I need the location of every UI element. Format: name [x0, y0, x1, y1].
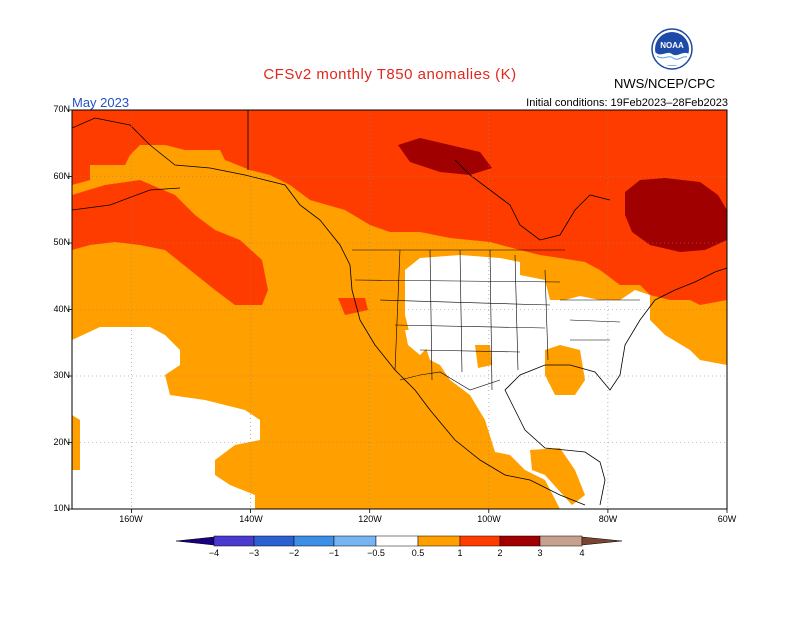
legend-tick: −4 [208, 548, 220, 558]
legend-arrow-left [175, 536, 215, 546]
legend-tick: 0.5 [411, 548, 425, 558]
legend-tick: 1 [457, 548, 463, 558]
legend-bin-n05-05 [375, 535, 419, 547]
anomaly-2-3-quebec [625, 178, 727, 252]
coastlines [72, 110, 727, 506]
lat-label: 20N [53, 437, 70, 447]
legend-arrow-right [581, 536, 623, 546]
forecast-month: May 2023 [72, 95, 130, 110]
legend-tick: −1 [328, 548, 340, 558]
lon-label: 100W [477, 514, 501, 524]
legend-tick: 4 [579, 548, 585, 558]
legend-bin-n2-n1 [293, 535, 335, 547]
orange-patch-gulf [545, 345, 585, 395]
legend-tick: −3 [248, 548, 260, 558]
lat-label: 40N [53, 304, 70, 314]
lat-label: 50N [53, 237, 70, 247]
agency-label: NWS/NCEP/CPC [614, 76, 716, 91]
legend-bin-n1-n05 [333, 535, 377, 547]
anomaly-2-3-hudson [398, 138, 492, 175]
white-region-pacific-south [72, 327, 260, 509]
initial-conditions: Initial conditions: 19Feb2023–28Feb2023 [526, 97, 728, 109]
white-region-sw-coast [405, 330, 430, 355]
anomaly-1-2-north [72, 110, 727, 305]
lat-label: 30N [53, 370, 70, 380]
anomaly-1-2-aleutian [72, 180, 268, 305]
legend-bin-05-1 [417, 535, 461, 547]
legend-tick: −0.5 [367, 548, 385, 558]
lon-label: 140W [239, 514, 263, 524]
lon-label: 60W [717, 514, 737, 524]
legend-tick: −2 [288, 548, 300, 558]
map-title: CFSv2 monthly T850 anomalies (K) [263, 66, 517, 83]
legend-bin-n3-n2 [253, 535, 295, 547]
grid [72, 110, 727, 509]
legend-bin-3-4 [539, 535, 583, 547]
borders [352, 249, 640, 391]
orange-patch-plains [475, 345, 492, 368]
lat-label: 70N [53, 104, 70, 114]
legend-bin-n4-n3 [213, 535, 255, 547]
legend-tick: 3 [537, 548, 543, 558]
legend-bin-1-2 [459, 535, 501, 547]
lon-label: 80W [598, 514, 618, 524]
svg-text:NOAA: NOAA [660, 41, 684, 50]
lon-label: 160W [119, 514, 143, 524]
axis-ticks [68, 109, 728, 513]
lat-label: 10N [53, 503, 70, 513]
lon-label: 120W [358, 514, 382, 524]
legend-tick: 2 [497, 548, 503, 558]
lat-label: 60N [53, 171, 70, 181]
noaa-logo-icon: NOAA [651, 28, 693, 70]
orange-patch-central-america [530, 448, 585, 505]
legend-bin-2-3 [499, 535, 541, 547]
anomaly-1-2-oregon [338, 298, 368, 315]
